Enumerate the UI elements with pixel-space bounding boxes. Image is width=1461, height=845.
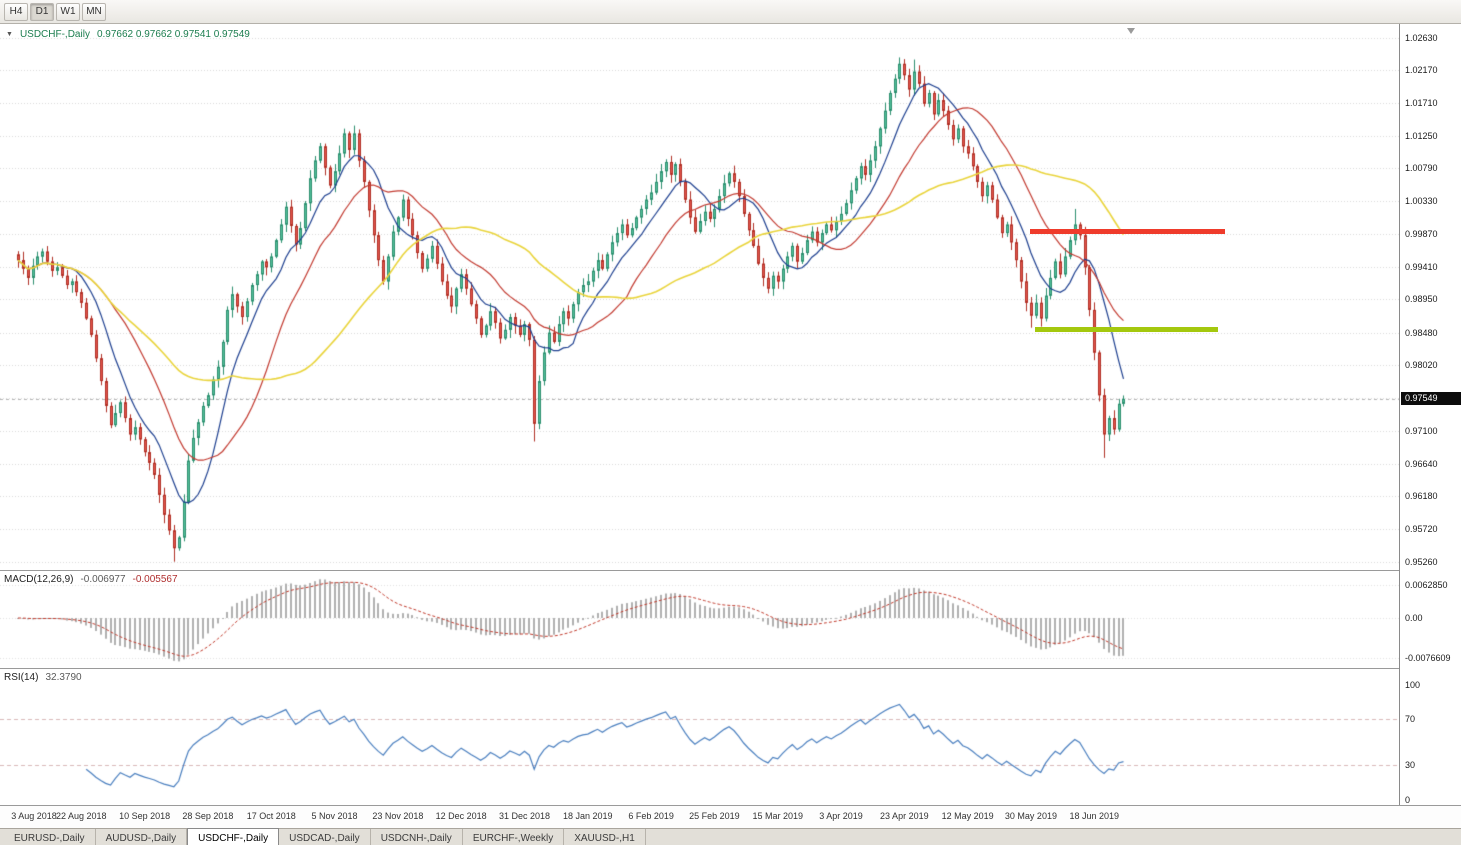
rsi-panel: RSI(14) 32.3790 [0, 668, 1461, 805]
price-tick-label: 1.01250 [1405, 130, 1438, 141]
resistance-line[interactable] [1030, 229, 1225, 235]
price-tick-label: 0.99870 [1405, 228, 1438, 239]
price-tick-label: 0.95720 [1405, 523, 1438, 534]
date-tick-label: 31 Dec 2018 [498, 811, 550, 821]
macd-tick-label: -0.0076609 [1405, 652, 1451, 663]
price-tick-label: 0.98480 [1405, 327, 1438, 338]
support-line[interactable] [1035, 326, 1218, 332]
date-tick-label: 5 Nov 2018 [311, 811, 358, 821]
price-tick-label: 0.96640 [1405, 458, 1438, 469]
rsi-tick-label: 0 [1405, 795, 1411, 805]
date-tick-label: 23 Nov 2018 [372, 811, 424, 821]
price-tick-label: 0.95260 [1405, 556, 1438, 567]
price-tick-label: 0.97100 [1405, 425, 1438, 436]
timeframe-button-w1[interactable]: W1 [56, 2, 80, 21]
price-chart-canvas[interactable] [0, 24, 1399, 570]
chart-title: ▼ USDCHF-,Daily 0.97662 0.97662 0.97541 … [6, 29, 250, 40]
price-tick-label: 1.00330 [1405, 196, 1438, 207]
timeframe-button-h4[interactable]: H4 [4, 2, 28, 21]
macd-signal-value: -0.005567 [132, 574, 178, 585]
rsi-canvas[interactable] [0, 669, 1399, 805]
timeframe-button-mn[interactable]: MN [82, 2, 106, 21]
macd-canvas[interactable] [0, 571, 1399, 668]
chart-shift-marker-icon[interactable] [1127, 28, 1135, 34]
current-price-box: 0.97549 [1401, 392, 1461, 406]
rsi-tick-label: 70 [1405, 714, 1416, 725]
date-tick-label: 28 Sep 2018 [182, 811, 234, 821]
date-tick-label: 30 May 2019 [1004, 811, 1057, 821]
date-tick-label: 18 Jun 2019 [1069, 811, 1120, 821]
price-tick-label: 1.02630 [1405, 32, 1438, 43]
date-tick-label: 10 Sep 2018 [119, 811, 171, 821]
date-tick-label: 3 Aug 2018 [11, 811, 57, 821]
price-axis[interactable]: 0.97549 1.02630 1.02170 1.01710 1.01250 1.00… [1399, 24, 1461, 805]
date-tick-label: 18 Jan 2019 [563, 811, 613, 821]
date-tick-label: 12 Dec 2018 [435, 811, 487, 821]
price-chart-panel: ▼ USDCHF-,Daily 0.97662 0.97662 0.97541 … [0, 24, 1461, 570]
date-tick-label: 23 Apr 2019 [880, 811, 929, 821]
chart-dropdown-icon[interactable]: ▼ [6, 31, 13, 38]
rsi-indicator-name: RSI(14) [4, 672, 39, 683]
rsi-tick-label: 30 [1405, 760, 1416, 771]
date-tick-label: 17 Oct 2018 [246, 811, 296, 821]
timeframe-button-d1[interactable]: D1 [30, 2, 54, 21]
price-tick-label: 1.02170 [1405, 65, 1438, 76]
price-tick-label: 1.00790 [1405, 163, 1438, 174]
date-tick-label: 6 Feb 2019 [628, 811, 674, 821]
chart-tab-eurchf[interactable]: EURCHF-,Weekly [463, 829, 565, 845]
macd-main-value: -0.006977 [80, 574, 126, 585]
chart-tab-usdcnh[interactable]: USDCNH-,Daily [371, 829, 463, 845]
ohlc-readout: 0.97662 0.97662 0.97541 0.97549 [96, 29, 250, 40]
price-tick-label: 1.01710 [1405, 97, 1438, 108]
macd-indicator-name: MACD(12,26,9) [4, 574, 74, 585]
macd-tick-label: 0.00 [1405, 613, 1423, 623]
chart-tab-usdcad[interactable]: USDCAD-,Daily [279, 829, 371, 845]
symbol-period-label: USDCHF-,Daily [19, 29, 90, 40]
rsi-tick-label: 100 [1405, 679, 1421, 690]
chart-tab-bar: EURUSD-,Daily AUDUSD-,Daily USDCHF-,Daily U… [0, 828, 1461, 845]
rsi-label: RSI(14) 32.3790 [4, 672, 82, 683]
price-tick-label: 0.96180 [1405, 491, 1438, 502]
date-tick-label: 22 Aug 2018 [56, 811, 107, 821]
chart-tab-eurusd[interactable]: EURUSD-,Daily [4, 829, 96, 845]
macd-label: MACD(12,26,9) -0.006977 -0.005567 [4, 574, 178, 585]
rsi-value: 32.3790 [45, 672, 82, 683]
macd-panel: MACD(12,26,9) -0.006977 -0.005567 [0, 570, 1461, 668]
chart-tab-usdchf[interactable]: USDCHF-,Daily [187, 828, 280, 845]
chart-tab-audusd[interactable]: AUDUSD-,Daily [96, 829, 188, 845]
date-tick-label: 25 Feb 2019 [689, 811, 740, 821]
macd-tick-label: 0.0062850 [1405, 580, 1448, 591]
price-tick-label: 0.98020 [1405, 360, 1438, 371]
price-tick-label: 0.98950 [1405, 294, 1438, 305]
date-tick-label: 12 May 2019 [941, 811, 994, 821]
timeframe-toolbar: H4 D1 W1 MN [0, 0, 1461, 24]
date-tick-label: 3 Apr 2019 [819, 811, 863, 821]
price-tick-label: 0.99410 [1405, 261, 1438, 272]
date-tick-label: 15 Mar 2019 [752, 811, 803, 821]
time-axis[interactable]: 3 Aug 2018 22 Aug 2018 10 Sep 2018 28 Sep 2… [0, 805, 1461, 828]
chart-tab-xauusd[interactable]: XAUUSD-,H1 [564, 829, 646, 845]
